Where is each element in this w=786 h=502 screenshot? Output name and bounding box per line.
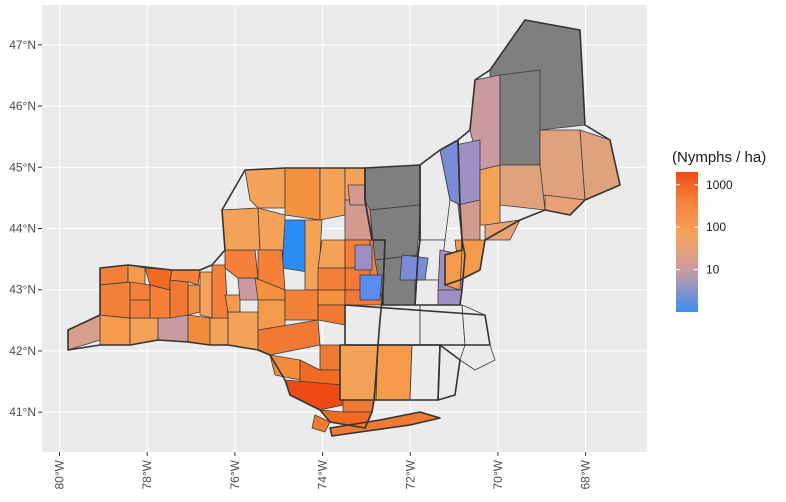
- county-me-penobscot: [539, 129, 586, 201]
- county-choropleth: [67, 19, 621, 437]
- county-ny-genesee: [129, 281, 151, 301]
- longitude-axis: 80°W 78°W 76°W 74°W 72°W 70°W 68°W: [53, 452, 593, 489]
- lat-tick-label: 42°N: [9, 344, 36, 358]
- county-ct-central: [375, 344, 413, 401]
- county-ny-delaware: [257, 319, 321, 356]
- county-ny-broome: [227, 311, 259, 351]
- lon-tick-label: 72°W: [403, 459, 417, 489]
- legend-title: (Nymphs / ha): [672, 149, 766, 166]
- county-ny-erie: [99, 281, 131, 319]
- county-me-waldo: [499, 164, 546, 211]
- state-ma: [344, 304, 491, 346]
- county-ny-putnam: [342, 399, 375, 413]
- county-nh-belknap: [399, 254, 429, 281]
- county-ny-oswego: [221, 207, 261, 251]
- county-ny-schenectady: [317, 289, 346, 306]
- legend: (Nymphs / ha) 1000 100 10: [672, 149, 766, 312]
- state-long-island: [329, 411, 441, 437]
- lat-tick-label: 41°N: [9, 405, 36, 419]
- county-vt-central: [369, 204, 421, 261]
- county-ny-hamilton: [281, 219, 309, 273]
- lat-tick-label: 44°N: [9, 222, 36, 236]
- county-ny-st-lawrence: [284, 167, 321, 221]
- county-ny-livingston: [149, 284, 171, 319]
- county-ny-fulton: [317, 239, 346, 269]
- state-borders: [67, 19, 621, 437]
- county-ny-chemung: [187, 314, 211, 346]
- lat-tick-label: 46°N: [9, 99, 36, 113]
- state-ri: [437, 344, 461, 401]
- lat-tick-label: 43°N: [9, 283, 36, 297]
- county-ct-east: [409, 344, 441, 401]
- county-ny-wyoming: [129, 299, 151, 319]
- county-nj-sliver: [311, 414, 331, 433]
- county-ma-west: [344, 304, 421, 346]
- lon-tick-label: 80°W: [53, 459, 67, 489]
- state-ct: [339, 344, 441, 401]
- county-vt-west-1: [347, 184, 366, 206]
- lon-tick-label: 74°W: [316, 459, 330, 489]
- county-ny-lewis: [257, 207, 286, 251]
- county-ny-cortland: [237, 277, 259, 301]
- county-ny-seneca: [199, 271, 213, 319]
- county-ny-otsego: [284, 289, 319, 321]
- state-me: [444, 19, 621, 286]
- lon-tick-label: 70°W: [491, 459, 505, 489]
- legend-tick-label: 1000: [706, 178, 733, 192]
- county-ny-ontario: [169, 279, 189, 319]
- county-ny-cayuga: [211, 264, 229, 319]
- lat-tick-label: 45°N: [9, 160, 36, 174]
- latitude-axis: 41°N 42°N 43°N 44°N 45°N 46°N 47°N: [9, 38, 42, 419]
- county-vt-north: [364, 164, 421, 211]
- county-me-piscataquis: [499, 69, 541, 166]
- legend-ticks: 1000 100 10: [676, 178, 733, 277]
- legend-tick-label: 10: [706, 263, 720, 277]
- county-ny-franklin: [319, 167, 346, 221]
- legend-colorbar: [676, 172, 698, 312]
- county-nh-rockingham: [437, 289, 463, 306]
- lat-tick-label: 47°N: [9, 38, 36, 52]
- lon-tick-label: 78°W: [140, 459, 154, 489]
- county-ny-steuben: [157, 314, 189, 343]
- county-ny-yates: [187, 284, 201, 316]
- lon-tick-label: 76°W: [228, 459, 242, 489]
- county-nh-sullivan: [414, 279, 441, 306]
- legend-tick-label: 100: [706, 220, 726, 234]
- county-vt-south-blue: [359, 274, 383, 301]
- county-ny-chenango: [257, 299, 286, 331]
- county-ny-cattaraugus: [99, 314, 131, 346]
- county-ny-tioga: [209, 317, 229, 346]
- county-ny-tompkins: [224, 294, 241, 313]
- state-nh: [414, 139, 466, 306]
- lon-tick-label: 68°W: [579, 459, 593, 489]
- county-ct-west: [339, 344, 379, 401]
- county-vt-west-2: [354, 244, 373, 271]
- county-me-kennebec: [479, 164, 501, 226]
- county-ny-montgomery: [317, 267, 346, 291]
